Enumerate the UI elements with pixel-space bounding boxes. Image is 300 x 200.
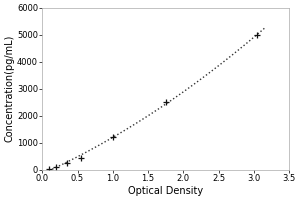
Y-axis label: Concentration(pg/mL): Concentration(pg/mL) bbox=[4, 35, 14, 142]
X-axis label: Optical Density: Optical Density bbox=[128, 186, 203, 196]
